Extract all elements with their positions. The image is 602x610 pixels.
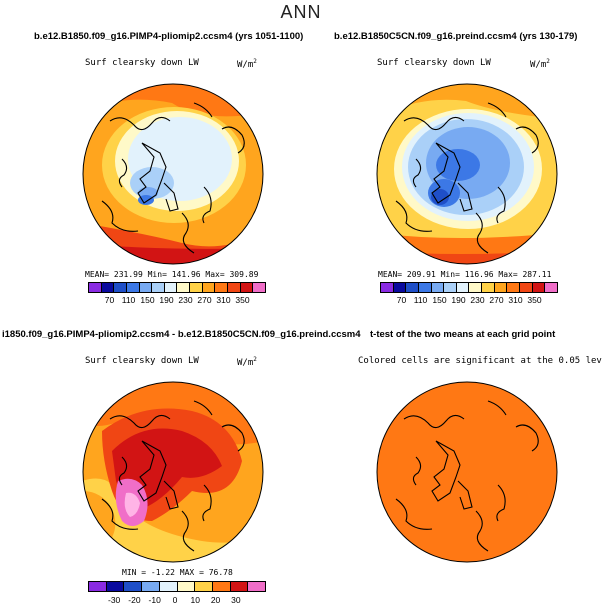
colorbar-tick-label: 30	[231, 595, 241, 605]
panel-4-subtitle: Colored cells are significant at the 0.0…	[358, 356, 602, 366]
plot-title: ANN	[280, 2, 322, 22]
colorbar-swatch	[520, 283, 533, 292]
panel-3-units: W/m2	[237, 356, 257, 368]
panel-2-colorbar	[380, 282, 558, 293]
colorbar-swatch	[545, 283, 557, 292]
colorbar-swatch	[190, 283, 203, 292]
colorbar-swatch	[456, 283, 470, 292]
colorbar-swatch	[248, 582, 266, 591]
colorbar-swatch	[101, 283, 115, 292]
colorbar-tick-label: 150	[432, 295, 447, 305]
panel-2-units: W/m2	[530, 58, 550, 70]
colorbar-tick-label: 270	[489, 295, 504, 305]
colorbar-swatch	[418, 283, 432, 292]
colorbar-tick-label: 310	[508, 295, 523, 305]
panel-3-stats: MIN = -1.22 MAX = 76.78	[122, 568, 233, 577]
colorbar-swatch	[482, 283, 495, 292]
colorbar-swatch	[152, 283, 165, 292]
colorbar-swatch	[142, 582, 160, 591]
colorbar-swatch	[406, 283, 419, 292]
panel-2-variable: Surf clearsky down LW	[377, 58, 491, 68]
colorbar-swatch	[195, 582, 213, 591]
colorbar-tick-label: 270	[197, 295, 212, 305]
colorbar-tick-label: 350	[527, 295, 542, 305]
colorbar-swatch	[228, 283, 241, 292]
panel-4-polar-map	[376, 381, 558, 563]
colorbar-swatch	[469, 283, 483, 292]
colorbar-swatch	[444, 283, 457, 292]
panel-3-polar-map	[82, 381, 264, 563]
colorbar-swatch	[106, 582, 125, 591]
colorbar-swatch	[89, 582, 107, 591]
panel-1-colorbar	[88, 282, 266, 293]
colorbar-tick-label: -20	[128, 595, 141, 605]
colorbar-swatch	[381, 283, 394, 292]
panel-3-variable: Surf clearsky down LW	[85, 356, 199, 366]
colorbar-swatch	[240, 283, 254, 292]
colorbar-swatch	[114, 283, 127, 292]
colorbar-tick-label: 150	[140, 295, 155, 305]
colorbar-tick-label: 350	[235, 295, 250, 305]
colorbar-swatch	[212, 582, 231, 591]
colorbar-swatch	[124, 582, 143, 591]
panel-1-case-title: b.e12.B1850.f09_g16.PIMP4-pliomip2.ccsm4…	[34, 31, 304, 42]
panel-1-units: W/m2	[237, 58, 257, 70]
panel-1-variable: Surf clearsky down LW	[85, 58, 199, 68]
colorbar-swatch	[215, 283, 229, 292]
colorbar-swatch	[177, 283, 191, 292]
colorbar-tick-label: 230	[178, 295, 193, 305]
colorbar-tick-label: 110	[413, 295, 428, 305]
panel-2-stats: MEAN= 209.91 Min= 116.96 Max= 287.11	[378, 270, 552, 279]
panel-3-case-title: i1850.f09_g16.PIMP4-pliomip2.ccsm4 - b.e…	[2, 329, 361, 340]
colorbar-swatch	[89, 283, 102, 292]
panel-3-colorbar	[88, 581, 266, 592]
panel-4-title: t-test of the two means at each grid poi…	[370, 329, 556, 340]
colorbar-tick-label: 20	[210, 595, 221, 605]
colorbar-swatch	[230, 582, 249, 591]
panel-1-colorbar-ticks: 70 110 150 190 230 270 310 350	[100, 295, 252, 305]
colorbar-swatch	[431, 283, 445, 292]
colorbar-tick-label: 190	[451, 295, 466, 305]
colorbar-swatch	[126, 283, 140, 292]
colorbar-swatch	[139, 283, 153, 292]
colorbar-swatch	[159, 582, 178, 591]
colorbar-swatch	[532, 283, 546, 292]
panel-2-colorbar-ticks: 70 110 150 190 230 270 310 350	[392, 295, 544, 305]
colorbar-swatch	[177, 582, 196, 591]
colorbar-swatch	[202, 283, 216, 292]
colorbar-swatch	[253, 283, 265, 292]
colorbar-swatch	[164, 283, 178, 292]
colorbar-swatch	[393, 283, 407, 292]
panel-3-colorbar-ticks: -30 -20 -10 0 10 20 30	[104, 595, 246, 605]
colorbar-swatch	[494, 283, 508, 292]
panel-1-stats: MEAN= 231.99 Min= 141.96 Max= 309.89	[85, 270, 259, 279]
colorbar-tick-label: 190	[159, 295, 174, 305]
colorbar-tick-label: -30	[107, 595, 121, 605]
colorbar-tick-label: 230	[470, 295, 485, 305]
colorbar-tick-label: -10	[148, 595, 161, 605]
panel-2-case-title: b.e12.B1850C5CN.f09_g16.preind.ccsm4 (yr…	[334, 31, 578, 42]
colorbar-swatch	[507, 283, 521, 292]
colorbar-tick-label: 310	[216, 295, 231, 305]
colorbar-tick-label: 110	[121, 295, 136, 305]
panel-2-polar-map	[376, 83, 558, 265]
panel-1-polar-map	[82, 83, 264, 265]
colorbar-tick-label: 10	[190, 595, 200, 605]
colorbar-tick-label: 70	[396, 295, 407, 305]
colorbar-tick-label: 0	[172, 595, 178, 605]
colorbar-tick-label: 70	[104, 295, 115, 305]
